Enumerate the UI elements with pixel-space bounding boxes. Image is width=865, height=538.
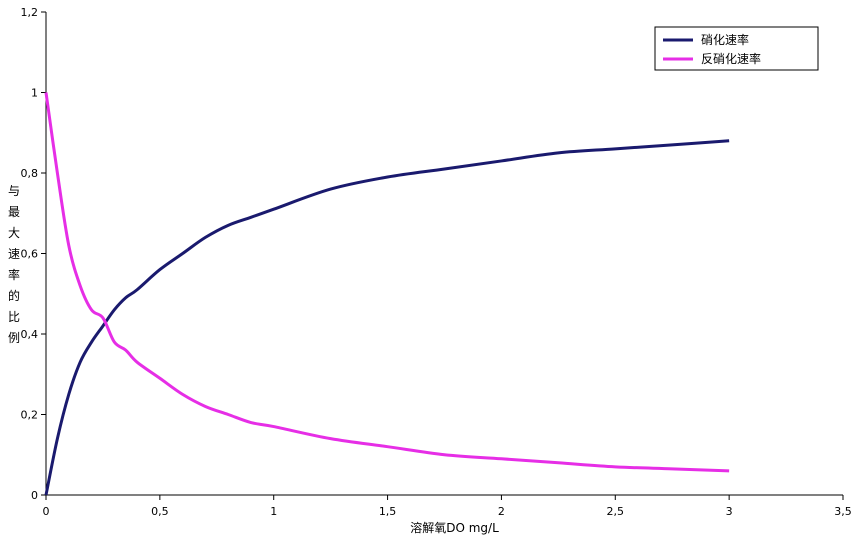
y-axis-title-char: 比 <box>8 310 20 324</box>
x-tick-label: 1 <box>270 505 277 518</box>
y-tick-label: 1,2 <box>21 6 39 19</box>
y-axis-title-char: 的 <box>8 288 20 303</box>
y-axis-title-char: 最 <box>8 205 20 219</box>
series-line-2 <box>44 92 730 473</box>
y-axis-title-char: 与 <box>8 184 20 198</box>
x-tick-label: 3 <box>726 505 733 518</box>
legend-label: 反硝化速率 <box>701 51 761 66</box>
y-ticks: 0 0,2 0,4 0,6 0,8 1 1,2 <box>21 6 46 502</box>
y-axis-title-char: 速 <box>8 247 20 261</box>
x-tick-label: 0,5 <box>151 505 169 518</box>
y-tick-label: 0,4 <box>21 328 39 341</box>
axes <box>45 12 843 496</box>
y-axis-title-char: 率 <box>8 267 20 282</box>
x-tick-label: 2 <box>498 505 505 518</box>
y-axis-title: 与最大速率的比例 <box>8 184 20 345</box>
y-tick-label: 0,6 <box>21 248 39 261</box>
legend-label: 硝化速率 <box>701 32 749 47</box>
y-tick-label: 0,2 <box>21 409 39 422</box>
x-tick-label: 1,5 <box>379 505 397 518</box>
y-tick-label: 0 <box>31 489 38 502</box>
y-tick-label: 0,8 <box>21 167 39 180</box>
x-axis-title: 溶解氧DO mg/L <box>410 520 499 535</box>
x-tick-label: 0 <box>43 505 50 518</box>
series-layer <box>44 92 730 496</box>
series-line-1 <box>44 139 730 496</box>
y-axis-title-char: 大 <box>8 226 20 240</box>
x-ticks: 0 0,5 1 1,5 2 2,5 3 3,5 <box>43 495 852 518</box>
y-tick-label: 1 <box>31 87 38 100</box>
x-tick-label: 3,5 <box>834 505 852 518</box>
y-axis-title-char: 例 <box>8 331 20 345</box>
legend-box <box>654 26 819 71</box>
x-tick-label: 2,5 <box>607 505 625 518</box>
